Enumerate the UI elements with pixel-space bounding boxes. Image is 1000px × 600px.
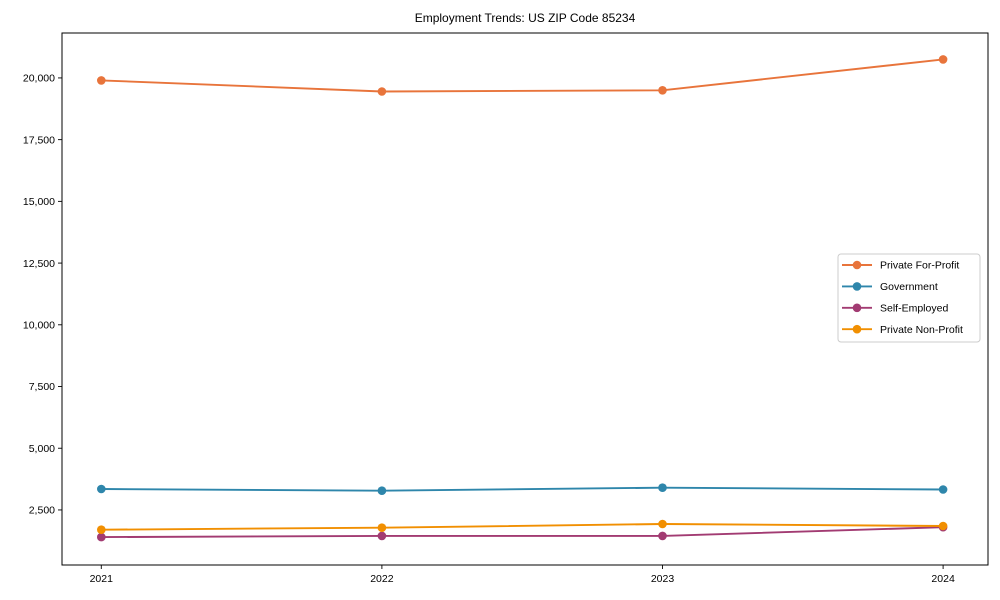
legend-label: Private Non-Profit <box>880 324 963 336</box>
y-axis-tick-label: 15,000 <box>23 196 55 208</box>
data-point-marker-private-for-profit <box>938 55 948 64</box>
legend: Private For-Profit Government Self-Employe… <box>837 253 981 343</box>
data-point-marker-private-non-profit <box>938 521 948 531</box>
data-point-marker-private-non-profit <box>97 525 106 534</box>
data-point-marker-government <box>377 486 387 496</box>
series-line-private-non-profit <box>101 523 944 531</box>
y-axis-tick-label: 7,500 <box>29 381 55 393</box>
plot-area: 2,500 5,000 7,500 10,000 12,500 15,000 17,500 2… <box>23 32 989 585</box>
y-axis-tick-label: 20,000 <box>23 73 55 85</box>
y-axis-tick-label: 5,000 <box>29 443 55 455</box>
chart-title: Employment Trends: US ZIP Code 85234 <box>415 11 636 25</box>
data-point-marker-private-non-profit <box>377 523 387 532</box>
y-axis-tick-label: 12,500 <box>23 258 55 270</box>
legend-swatch-marker <box>852 260 862 270</box>
legend-box <box>837 253 981 343</box>
data-point-marker-self-employed <box>377 531 387 541</box>
legend-swatch-marker <box>852 282 862 291</box>
legend-swatch-marker <box>852 303 862 313</box>
legend-item-self-employed: Self-Employed <box>842 303 948 315</box>
data-point-marker-private-non-profit <box>658 519 667 529</box>
legend-label: Government <box>880 281 938 293</box>
x-axis-tick-label: 2024 <box>931 573 955 585</box>
x-axis-tick-label: 2023 <box>651 573 675 585</box>
data-point-marker-private-for-profit <box>97 76 106 85</box>
data-point-marker-government <box>658 483 667 493</box>
legend-swatch-marker <box>852 324 862 334</box>
x-axis-tick-label: 2021 <box>90 573 114 585</box>
data-point-marker-private-for-profit <box>377 87 387 96</box>
y-axis-tick-label: 2,500 <box>29 505 55 517</box>
legend-label: Self-Employed <box>880 303 948 315</box>
data-point-marker-self-employed <box>97 532 106 542</box>
series-layer <box>97 55 948 542</box>
data-point-marker-government <box>938 485 948 494</box>
legend-label: Private For-Profit <box>880 260 959 272</box>
x-axis-tick-label: 2022 <box>370 573 394 585</box>
legend-item-private-non-profit: Private Non-Profit <box>842 324 963 336</box>
data-point-marker-private-for-profit <box>658 86 667 95</box>
legend-item-government: Government <box>842 281 938 293</box>
series-line-private-for-profit <box>101 58 944 93</box>
y-axis-tick-label: 17,500 <box>23 134 55 146</box>
y-axis-tick-label: 10,000 <box>23 319 55 331</box>
data-point-marker-self-employed <box>658 531 667 541</box>
axes-frame <box>61 32 989 566</box>
legend-item-private-for-profit: Private For-Profit <box>842 260 959 272</box>
series-line-government <box>101 486 944 492</box>
series-line-self-employed <box>101 526 944 539</box>
data-point-marker-government <box>97 484 106 494</box>
